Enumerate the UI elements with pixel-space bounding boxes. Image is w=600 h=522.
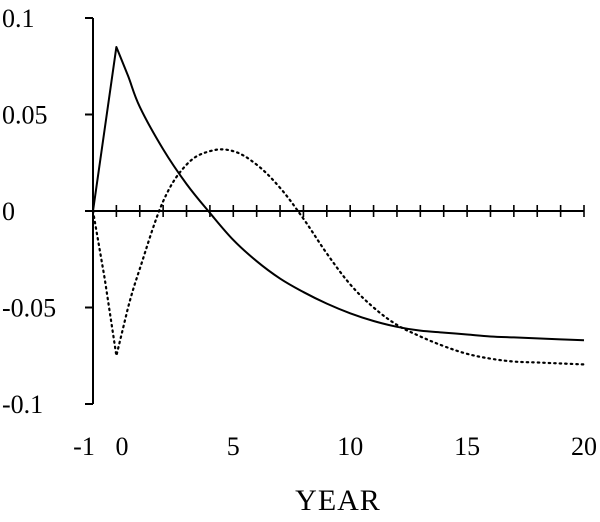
- x-tick-label: -1: [73, 432, 95, 461]
- series-line-solid: [92, 45, 585, 342]
- x-tick-label: 10: [337, 432, 363, 461]
- y-tick-label: -0.1: [2, 390, 43, 419]
- series-line-dotted: [91, 148, 586, 366]
- x-tick-label: 15: [454, 432, 480, 461]
- series-lines: [91, 45, 586, 366]
- x-tick-label: 5: [227, 432, 240, 461]
- y-tick-label: 0.1: [2, 4, 35, 33]
- x-tick-labels: -1 0 5 10 15 20: [73, 432, 597, 461]
- y-tick-label: -0.05: [2, 294, 56, 323]
- x-tick-label: 20: [571, 432, 597, 461]
- y-tick-labels: 0.1 0.05 0 -0.05 -0.1: [2, 4, 56, 419]
- y-tick-label: 0.05: [2, 101, 48, 130]
- x-axis-title: YEAR: [295, 484, 381, 517]
- x-tick-label: 0: [116, 432, 129, 461]
- y-tick-label: 0: [2, 197, 15, 226]
